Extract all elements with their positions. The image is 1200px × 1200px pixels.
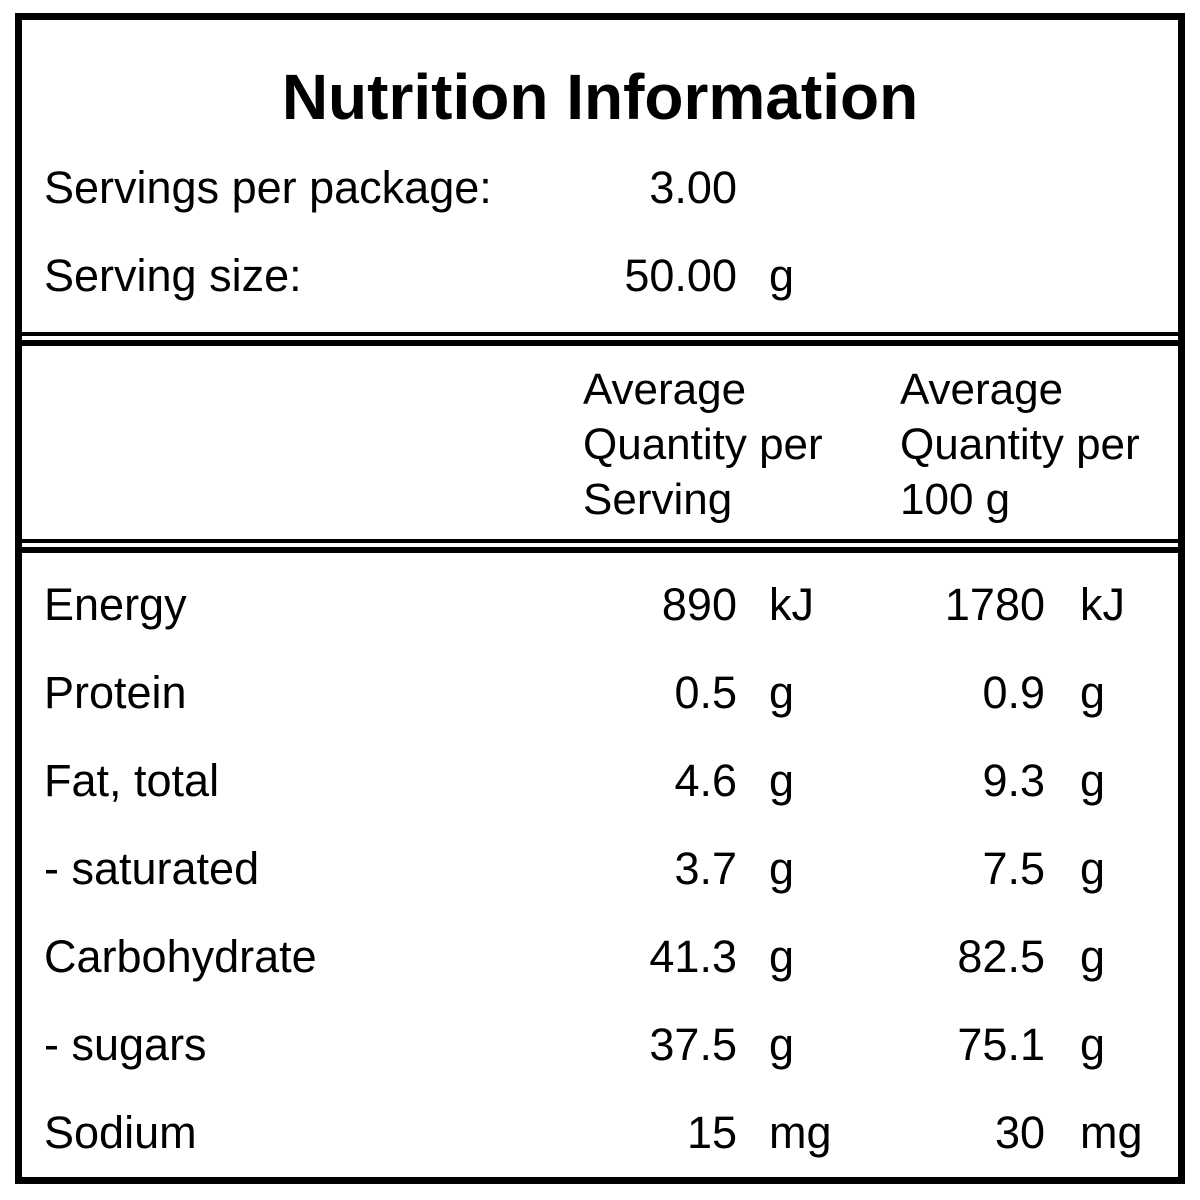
per-serving-value: 37.5 [649, 1019, 737, 1070]
servings-per-package-value: 3.00 [649, 162, 737, 213]
per-100g-unit: mg [1080, 1107, 1143, 1158]
nutrient-row-protein: Protein 0.5 g 0.9 g [22, 649, 1178, 737]
nutrient-row-sugars: - sugars 37.5 g 75.1 g [22, 1001, 1178, 1089]
per-100g-value: 1780 [944, 579, 1045, 630]
nutrient-name: - saturated [44, 843, 260, 894]
servings-per-package-label: Servings per package: [44, 162, 492, 213]
header-line: 100 g [900, 475, 1011, 524]
section-divider [22, 539, 1178, 553]
per-serving-value: 0.5 [674, 667, 737, 718]
per-100g-unit: g [1080, 667, 1106, 718]
per-serving-unit: g [769, 1019, 795, 1070]
serving-size-label: Serving size: [44, 250, 302, 301]
per-100g-unit: kJ [1080, 579, 1125, 630]
header-line: Average [900, 365, 1064, 414]
header-spacer [22, 362, 545, 527]
serving-size-row: Serving size: 50.00 g [22, 250, 1178, 302]
nutrient-row-carbohydrate: Carbohydrate 41.3 g 82.5 g [22, 913, 1178, 1001]
per-serving-value: 890 [661, 579, 737, 630]
serving-size-value: 50.00 [624, 250, 737, 301]
per-100g-value: 0.9 [982, 667, 1045, 718]
per-100g-value: 7.5 [982, 843, 1045, 894]
section-divider [22, 332, 1178, 346]
per-100g-unit: g [1080, 755, 1106, 806]
per-100g-value: 82.5 [957, 931, 1045, 982]
nutrient-row-saturated: - saturated 3.7 g 7.5 g [22, 825, 1178, 913]
nutrient-row-fat-total: Fat, total 4.6 g 9.3 g [22, 737, 1178, 825]
per-serving-value: 4.6 [674, 755, 737, 806]
nutrient-name: Sodium [44, 1107, 197, 1158]
nutrient-name: Energy [44, 579, 187, 630]
per-100g-unit: g [1080, 1019, 1106, 1070]
per-serving-unit: g [769, 843, 795, 894]
per-100g-unit: g [1080, 843, 1106, 894]
per-serving-unit: mg [769, 1107, 832, 1158]
nutrient-name: Protein [44, 667, 187, 718]
per-serving-value: 3.7 [674, 843, 737, 894]
header-per-serving: Average Quantity per Serving [545, 362, 870, 527]
per-serving-unit: kJ [769, 579, 814, 630]
per-serving-value: 15 [686, 1107, 737, 1158]
header-line: Serving [583, 475, 733, 524]
title-section: Nutrition Information Servings per packa… [22, 20, 1178, 332]
nutrient-row-energy: Energy 890 kJ 1780 kJ [22, 561, 1178, 649]
column-headers-row: Average Quantity per Serving Average Qua… [22, 346, 1178, 539]
header-line: Quantity per [900, 420, 1140, 469]
per-serving-unit: g [769, 755, 795, 806]
nutrient-name: - sugars [44, 1019, 207, 1070]
per-100g-unit: g [1080, 931, 1106, 982]
header-line: Quantity per [583, 420, 823, 469]
nutrient-name: Carbohydrate [44, 931, 317, 982]
header-per-100g: Average Quantity per 100 g [870, 362, 1178, 527]
nutrients-table: Energy 890 kJ 1780 kJ Protein 0.5 g 0.9 … [22, 553, 1178, 1177]
per-100g-value: 30 [994, 1107, 1045, 1158]
nutrient-name: Fat, total [44, 755, 220, 806]
per-serving-value: 41.3 [649, 931, 737, 982]
per-serving-unit: g [769, 667, 795, 718]
per-100g-value: 75.1 [957, 1019, 1045, 1070]
nutrient-row-sodium: Sodium 15 mg 30 mg [22, 1089, 1178, 1177]
per-100g-value: 9.3 [982, 755, 1045, 806]
per-serving-unit: g [769, 931, 795, 982]
servings-per-package-row: Servings per package: 3.00 [22, 162, 1178, 214]
serving-size-unit: g [769, 250, 795, 301]
panel-title: Nutrition Information [281, 61, 919, 133]
header-line: Average [583, 365, 747, 414]
nutrition-panel: Nutrition Information Servings per packa… [15, 13, 1185, 1184]
servings-per-package-unit [737, 162, 870, 214]
